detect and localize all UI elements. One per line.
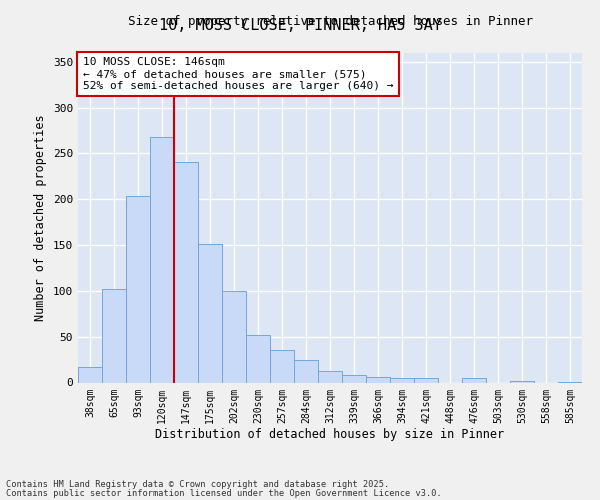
Bar (102, 289, 126, 382)
Bar (414, 378, 438, 382)
Bar (366, 377, 390, 382)
Bar (174, 162, 198, 382)
Bar (78, 367, 102, 382)
Bar (270, 350, 294, 382)
Bar (150, 137, 174, 382)
Text: 10, MOSS CLOSE, PINNER, HA5 3AY: 10, MOSS CLOSE, PINNER, HA5 3AY (158, 18, 442, 32)
Bar (510, 380, 534, 382)
Bar (462, 378, 486, 382)
Bar (246, 335, 270, 382)
Bar (390, 378, 414, 382)
Text: 10 MOSS CLOSE: 146sqm
← 47% of detached houses are smaller (575)
52% of semi-det: 10 MOSS CLOSE: 146sqm ← 47% of detached … (83, 58, 394, 90)
Bar (294, 360, 318, 382)
Y-axis label: Number of detached properties: Number of detached properties (34, 114, 47, 321)
Text: Contains HM Land Registry data © Crown copyright and database right 2025.: Contains HM Land Registry data © Crown c… (6, 480, 389, 489)
Bar (318, 370, 342, 382)
Title: Size of property relative to detached houses in Pinner: Size of property relative to detached ho… (128, 14, 533, 28)
Bar (222, 291, 246, 382)
Text: Contains public sector information licensed under the Open Government Licence v3: Contains public sector information licen… (6, 488, 442, 498)
X-axis label: Distribution of detached houses by size in Pinner: Distribution of detached houses by size … (155, 428, 505, 441)
Bar (198, 244, 222, 382)
Bar (126, 196, 150, 382)
Bar (342, 375, 366, 382)
